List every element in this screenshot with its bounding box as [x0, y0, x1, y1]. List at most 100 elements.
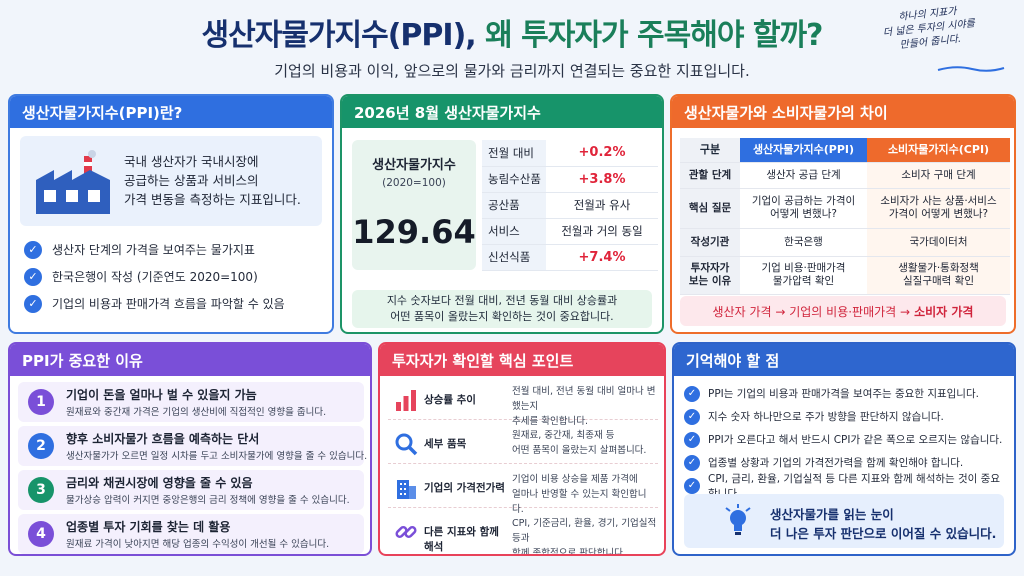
row-key: 전월 대비 [482, 140, 546, 167]
row-key: 서비스 [482, 218, 546, 245]
cell-cpi: 국가데이터처 [867, 228, 1010, 257]
table-row: 농림수산품 +3.8% [482, 166, 658, 193]
comparison-table: 구분 생산자물가지수(PPI) 소비자물가지수(CPI) 관할 단계 생산자 공… [680, 138, 1010, 295]
index-base: (2020=100) [382, 177, 446, 189]
number-badge: 2 [28, 433, 54, 459]
list-item-text: PPI가 오른다고 해서 반드시 CPI가 같은 폭으로 오르지는 않습니다. [708, 434, 1003, 446]
lightbulb-icon [725, 504, 751, 535]
check-icon: ✓ [24, 294, 42, 313]
table-row: 투자자가 보는 이유 기업 비용·판매가격 물가압력 확인 생활물가·통화정책 … [680, 256, 1010, 295]
list-item: ✓ 기업의 비용과 판매가격 흐름을 파악할 수 있음 [24, 290, 318, 317]
reason-desc: 원재료와 중간재 가격은 기업의 생산비에 직접적인 영향을 줍니다. [66, 407, 327, 418]
check-icon: ✓ [684, 454, 700, 471]
list-item-text: 생산자 단계의 가격을 보여주는 물가지표 [52, 243, 255, 257]
cell-ppi: 생산자 공급 단계 [740, 162, 867, 189]
panel-title: 생산자물가지수(PPI)란? [10, 96, 332, 128]
page-subtitle: 기업의 비용과 이익, 앞으로의 물가와 금리까지 연결되는 중요한 지표입니다… [274, 62, 750, 80]
tip-box: 생산자물가를 읽는 눈이 더 나은 투자 판단으로 이어질 수 있습니다. [684, 494, 1004, 548]
list-item: ✓ 업종별 상황과 기업의 가격전가력을 함께 확인해야 합니다. [684, 451, 1004, 474]
row-value: +3.8% [546, 166, 658, 193]
panel-title: 투자자가 확인할 핵심 포인트 [380, 344, 664, 376]
page-title: 생산자물가지수(PPI), 왜 투자자가 주목해야 할까? [0, 10, 1024, 54]
link-icon [395, 525, 417, 539]
check-icon: ✓ [24, 240, 42, 259]
check-icon: ✓ [24, 267, 42, 286]
cell-cpi: 소비자가 사는 상품·서비스 가격이 어떻게 변했나? [867, 188, 1010, 229]
list-item-text: 업종별 상황과 기업의 가격전가력을 함께 확인해야 합니다. [708, 457, 964, 469]
reason-desc: 물가상승 압력이 커지면 중앙은행의 금리 정책에 영향을 줄 수 있습니다. [66, 495, 350, 506]
price-flow-banner: 생산자 가격 → 기업의 비용·판매가격 → 소비자 가격 [680, 296, 1006, 326]
definition-line: 국내 생산자가 국내시장에 [124, 154, 259, 169]
point-desc-line: 전월 대비, 전년 동월 대비 얼마나 변했는지 [512, 386, 656, 412]
reason-title: 금리와 채권시장에 영향을 줄 수 있음 [66, 476, 253, 490]
underline-squiggle-icon [937, 66, 1005, 72]
table-header-row: 구분 생산자물가지수(PPI) 소비자물가지수(CPI) [680, 138, 1010, 163]
cell-ppi: 기업 비용·판매가격 물가압력 확인 [740, 256, 867, 295]
row-value: +7.4% [546, 244, 658, 271]
cell-cpi: 생활물가·통화정책 실질구매력 확인 [867, 256, 1010, 295]
reason-item: 1 기업이 돈을 얼마나 벌 수 있을지 가늠 원재료와 중간재 가격은 기업의… [18, 382, 364, 422]
list-item: ✓ 지수 숫자 하나만으로 주가 방향을 판단하지 않습니다. [684, 405, 1004, 428]
table-row: 공산품 전월과 유사 [482, 192, 658, 219]
flow-text-end: 소비자 가격 [914, 304, 974, 319]
point-desc-line: 추세를 확인합니다. [512, 416, 588, 427]
footnote-line: 지수 숫자보다 전월 대비, 전년 동월 대비 상승률과 [386, 294, 618, 307]
header-cell: 구분 [680, 138, 740, 163]
point-desc: 원재료, 중간재, 최종재 등 어떤 품목이 올랐는지 살펴봅니다. [512, 428, 658, 458]
check-icon: ✓ [684, 477, 700, 494]
point-desc-line: 기업이 비용 상승을 제품 가격에 [512, 474, 638, 485]
definition-line: 공급하는 상품과 서비스의 [124, 173, 259, 188]
footnote-line: 어떤 품목이 올랐는지 확인하는 것이 중요합니다. [390, 310, 614, 323]
point-desc-line: 어떤 품목이 올랐는지 살펴봅니다. [512, 445, 647, 456]
reason-desc: 원재료 가격이 낮아지면 해당 업종의 수익성이 개선될 수 있습니다. [66, 539, 330, 550]
feature-list: ✓ 생산자 단계의 가격을 보여주는 물가지표 ✓ 한국은행이 작성 (기준연도 2… [10, 234, 332, 319]
index-label: 생산자물가지수 [372, 158, 456, 173]
reason-title: 향후 소비자물가 흐름을 예측하는 단서 [66, 432, 260, 446]
row-value: +0.2% [546, 140, 658, 167]
point-item: 세부 품목 원재료, 중간재, 최종재 등 어떤 품목이 올랐는지 살펴봅니다. [388, 424, 658, 464]
point-title: 기업의 가격전가력 [424, 482, 505, 494]
panel-title: 생산자물가와 소비자물가의 차이 [672, 96, 1014, 128]
header-cell-ppi: 생산자물가지수(PPI) [740, 138, 867, 163]
list-item-text: PPI는 기업의 비용과 판매가격을 보여주는 중요한 지표입니다. [708, 388, 979, 400]
flow-text: 생산자 가격 → 기업의 비용·판매가격 → [712, 304, 911, 319]
panel-index-value: 2026년 8월 생산자물가지수 생산자물가지수 (2020=100) 129.… [340, 94, 664, 334]
header: 생산자물가지수(PPI), 왜 투자자가 주목해야 할까? 기업의 비용과 이익… [0, 0, 1024, 90]
row-key: 투자자가 보는 이유 [680, 256, 740, 295]
check-icon: ✓ [684, 408, 700, 425]
list-item: ✓ PPI는 기업의 비용과 판매가격을 보여주는 중요한 지표입니다. [684, 382, 1004, 405]
row-key: 농림수산품 [482, 166, 546, 193]
header-cell-cpi: 소비자물가지수(CPI) [867, 138, 1010, 163]
magnifier-icon [395, 433, 418, 456]
reason-item: 4 업종별 투자 기회를 찾는 데 활용 원재료 가격이 낮아지면 해당 업종의… [18, 514, 364, 554]
index-value: 129.64 [352, 213, 476, 251]
row-key: 관할 단계 [680, 162, 740, 189]
panel-what-is-ppi: 생산자물가지수(PPI)란? 국내 생산자가 국내시장에 공급하는 상품과 서비… [8, 94, 334, 334]
number-badge: 4 [28, 521, 54, 547]
list-item-text: 지수 숫자 하나만으로 주가 방향을 판단하지 않습니다. [708, 411, 944, 423]
check-icon: ✓ [684, 431, 700, 448]
table-row: 핵심 질문 기업이 공급하는 가격이 어떻게 변했나? 소비자가 사는 상품·서… [680, 188, 1010, 229]
table-row: 신선식품 +7.4% [482, 244, 658, 271]
table-row: 서비스 전월과 거의 동일 [482, 218, 658, 245]
reason-item: 3 금리와 채권시장에 영향을 줄 수 있음 물가상승 압력이 커지면 중앙은행… [18, 470, 364, 510]
panel-ppi-vs-cpi: 생산자물가와 소비자물가의 차이 구분 생산자물가지수(PPI) 소비자물가지수… [670, 94, 1016, 334]
panel-key-points: 투자자가 확인할 핵심 포인트 상승률 추이 전월 대비, 전년 동월 대비 얼… [378, 342, 666, 556]
definition-text: 국내 생산자가 국내시장에 공급하는 상품과 서비스의 가격 변동을 측정하는 … [124, 152, 316, 209]
cell-cpi: 소비자 구매 단계 [867, 162, 1010, 189]
building-icon [397, 480, 416, 499]
point-title: 다른 지표와 함께 해석 [424, 526, 499, 553]
reason-item: 2 향후 소비자물가 흐름을 예측하는 단서 생산자물가가 오르면 일정 시차를… [18, 426, 367, 466]
panel-title: 기억해야 할 점 [674, 344, 1014, 376]
point-title: 상승률 추이 [424, 394, 476, 406]
list-item: ✓ 한국은행이 작성 (기준연도 2020=100) [24, 263, 318, 290]
definition-line: 가격 변동을 측정하는 지표입니다. [124, 192, 301, 207]
point-desc: 기업이 비용 상승을 제품 가격에 얼마나 반영할 수 있는지 확인합니다. [512, 472, 658, 517]
panel-title: 2026년 8월 생산자물가지수 [342, 96, 662, 128]
point-desc-line: 함께 종합적으로 판단합니다. [512, 548, 626, 556]
remember-list: ✓ PPI는 기업의 비용과 판매가격을 보여주는 중요한 지표입니다. ✓ 지수 … [674, 376, 1014, 503]
cell-ppi: 기업이 공급하는 가격이 어떻게 변했나? [740, 188, 867, 229]
table-row: 관할 단계 생산자 공급 단계 소비자 구매 단계 [680, 162, 1010, 189]
